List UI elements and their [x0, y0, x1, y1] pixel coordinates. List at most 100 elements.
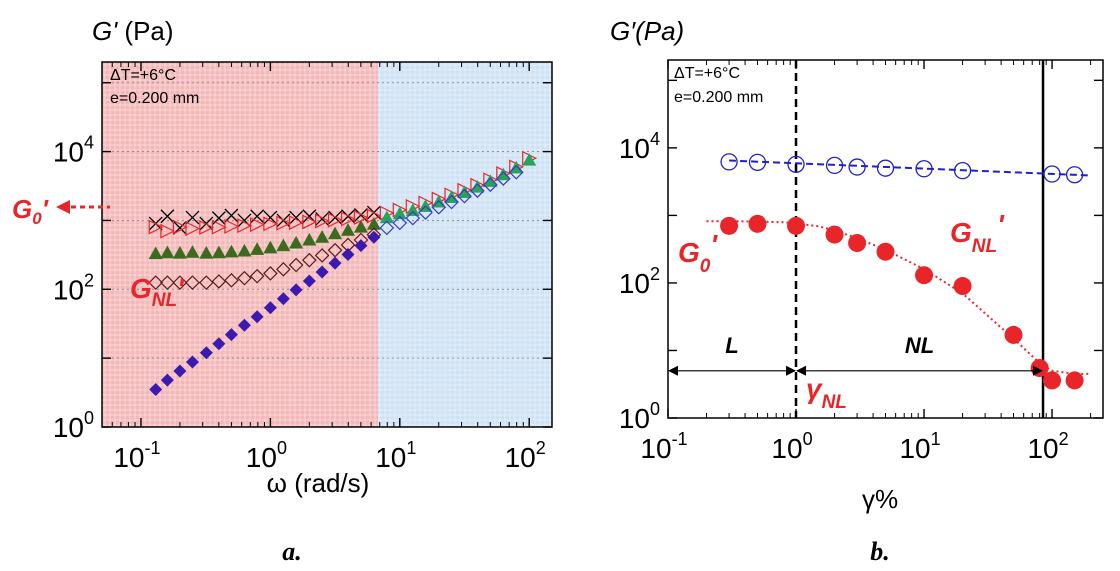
panel-a-point [328, 256, 342, 270]
panel-a-point [392, 215, 408, 231]
panel-a-point [249, 268, 265, 284]
panel-b-point [748, 214, 767, 233]
panel-b-point [787, 155, 805, 174]
panel-a-series-5 [379, 164, 524, 236]
panel-a-point [418, 205, 433, 220]
panel-b-series-1 [720, 214, 1084, 390]
panel-a-point [353, 219, 368, 233]
panel-a-point [263, 240, 278, 254]
panel-a-point [185, 275, 200, 290]
panel-a-point [250, 242, 265, 255]
panel-b-gnl-annotation: GNL' [950, 209, 1005, 257]
panel-b-point [1065, 371, 1084, 390]
panel-a-point [315, 230, 330, 243]
panel-b-region-arrowhead [1033, 365, 1044, 376]
panel-a-point [185, 245, 200, 258]
panel-a-point [224, 328, 238, 342]
panel-b-y-tick-label: 104 [619, 129, 660, 164]
panel-a-point [276, 215, 292, 231]
panel-a-point [148, 275, 164, 290]
panel-b-x-tick-label: 10-1 [640, 429, 687, 464]
panel-a-point [148, 219, 164, 235]
panel-a-series-2 [148, 217, 381, 260]
panel-a-point [185, 221, 201, 237]
panel-b-point [748, 153, 767, 172]
panel-a-plot-frame [101, 61, 553, 428]
panel-a-point [508, 164, 524, 180]
panel-a-point [263, 266, 278, 281]
panel-b-region-label: L [725, 333, 738, 358]
panel-a-info-thickness: e=0.200 mm [110, 90, 199, 107]
panel-a-point [392, 206, 407, 220]
panel-b-point [953, 161, 972, 180]
panel-a-point [149, 383, 163, 397]
panel-a-point [250, 217, 265, 233]
panel-a-point [276, 261, 291, 277]
panel-b-fit-0 [729, 159, 1091, 177]
panel-a-point [288, 215, 304, 231]
panel-a-point [457, 188, 472, 204]
panel-a-g0-sub: 0 [32, 209, 42, 228]
panel-a-point [405, 210, 421, 226]
panel-a-point [431, 199, 447, 215]
panel-a-point [366, 217, 381, 230]
panel-a-point [379, 210, 394, 224]
panel-a-point [237, 218, 253, 234]
panel-a-point [302, 274, 316, 288]
panel-b-series [720, 153, 1084, 390]
panel-a-point [302, 214, 318, 230]
panel-a-point [199, 246, 214, 259]
panel-b-region-label: NL [905, 333, 934, 358]
panel-b-info-temperature: ΔT=+6°C [674, 65, 740, 82]
panel-b-y-tick-label: 100 [619, 399, 660, 434]
panel-a-point [289, 235, 304, 249]
panel-a-point [301, 252, 317, 268]
panel-a-point [224, 272, 239, 288]
panel-b-region-arrows: L NL [668, 333, 1044, 376]
panel-a-info-temperature: ΔT=+6°C [110, 67, 176, 84]
panel-a-point [224, 244, 239, 258]
panel-a-point [250, 209, 265, 224]
panel-a-point [199, 220, 215, 235]
panel-a-point [148, 246, 163, 260]
panel-a-point [289, 283, 303, 297]
panel-a-point [379, 220, 395, 236]
panel-b-point [848, 234, 867, 253]
panel-b-point [876, 159, 895, 177]
panel-b-point [848, 158, 866, 176]
panel-a-point [496, 167, 511, 181]
panel-a-point [354, 239, 368, 253]
panel-a-g0-prime: ' [42, 194, 49, 224]
panel-b-label: b. [870, 537, 890, 566]
panel-a-point [160, 373, 174, 387]
panel-a-point [211, 219, 227, 235]
panel-b-region-arrowhead [796, 365, 807, 376]
panel-b-fit-curves [706, 159, 1091, 375]
panel-a-ticks: 10-1 100 101 102 100 102 104 [53, 62, 552, 473]
panel-a-point [211, 245, 226, 259]
panel-a: 10-1 100 101 102 100 102 104 G' (Pa) ω (rad/s)… [12, 16, 553, 566]
panel-a-x-tick-label: 102 [505, 438, 546, 473]
panel-b-point [915, 160, 933, 178]
panel-a-point [160, 209, 175, 224]
panel-a-y-axis-label: G' (Pa) [92, 16, 174, 46]
panel-a-point [457, 185, 472, 198]
panel-a-point [341, 248, 355, 262]
panel-b-point [720, 153, 738, 171]
panel-a-x-tick-label: 100 [246, 438, 287, 473]
panel-a-point [224, 218, 240, 234]
panel-b-vertical-lines [794, 60, 1045, 418]
panel-a-point [405, 203, 420, 216]
panel-b-point [876, 242, 895, 261]
panel-a-point [444, 194, 459, 210]
panel-a-point [288, 257, 304, 273]
panel-a-point [367, 230, 381, 244]
panel-b-info-thickness: e=0.200 mm [674, 89, 763, 106]
panel-a-point [185, 355, 199, 369]
panel-b-gamma-nl-annotation: γNL [806, 373, 847, 413]
panel-b-g0-annotation: G0' [678, 229, 718, 277]
panel-a-point [237, 270, 252, 286]
panel-a-x-tick-label: 10-1 [113, 438, 160, 473]
